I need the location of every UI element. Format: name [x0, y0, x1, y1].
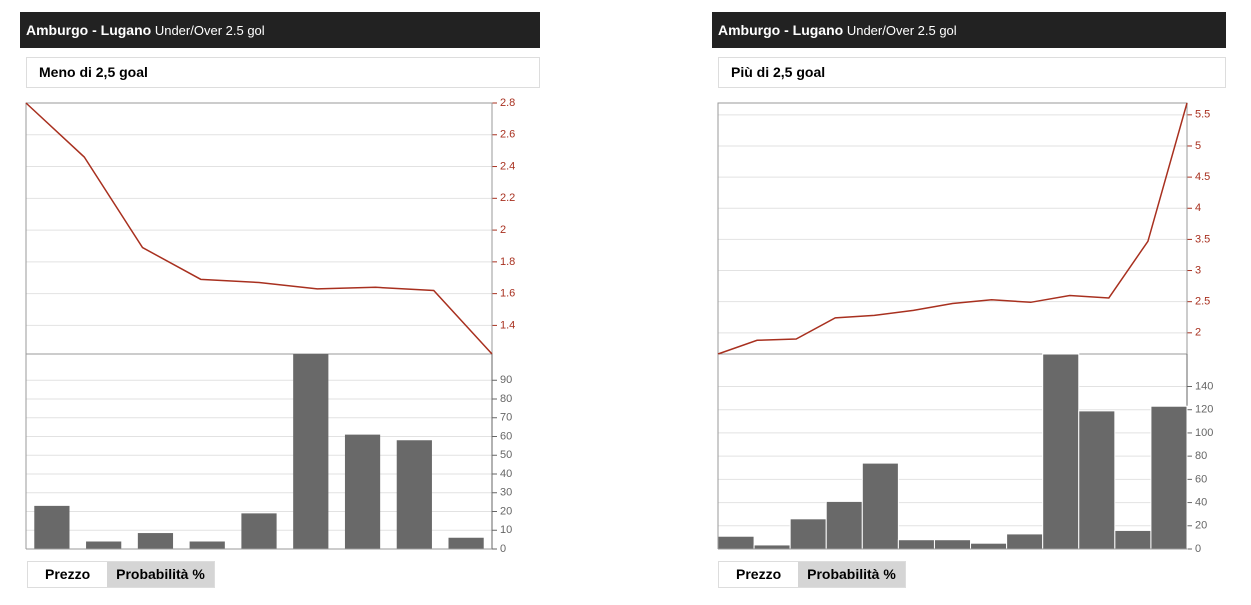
- selection: Meno di 2,5 goal: [26, 57, 540, 88]
- y-tick-label: 2.5: [1195, 296, 1210, 308]
- bar: [344, 434, 381, 549]
- y-tick-label: 10: [500, 524, 512, 536]
- bar: [34, 505, 70, 549]
- y-tick-label: 80: [500, 393, 512, 405]
- y-tick-label: 1.6: [500, 288, 515, 300]
- y-tick-label: 0: [1195, 543, 1201, 555]
- tab[interactable]: Probabilità %: [798, 562, 905, 587]
- line: [717, 102, 1188, 355]
- tab[interactable]: Prezzo: [45, 566, 91, 582]
- y-tick-label: 2.6: [500, 129, 515, 141]
- y-tick-label: 80: [1195, 450, 1207, 462]
- y-tick-label: 60: [500, 430, 512, 442]
- bar: [241, 513, 277, 549]
- plot-frame: [717, 102, 1188, 355]
- header: Amburgo - Lugano Under/Over 2.5 gol: [20, 12, 540, 48]
- y-tick-label: 1.8: [500, 256, 515, 268]
- y-tick-label: 4.5: [1195, 171, 1210, 183]
- y-tick-label: 40: [1195, 496, 1207, 508]
- y-tick-label: 3.5: [1195, 233, 1210, 245]
- y-tick-label: 100: [1195, 427, 1213, 439]
- y-tick-label: 2: [1195, 327, 1201, 339]
- bar: [448, 537, 484, 549]
- line: [25, 102, 493, 355]
- bar: [396, 440, 432, 549]
- tab[interactable]: Prezzo: [736, 566, 782, 582]
- y-tick-label: 70: [500, 412, 512, 424]
- bar: [1150, 405, 1188, 550]
- y-tick-label: 2: [500, 224, 506, 236]
- y-tick-label: 2.8: [500, 97, 515, 109]
- header-title: Amburgo - Lugano: [26, 22, 152, 38]
- y-tick-label: 3: [1195, 264, 1201, 276]
- bar: [753, 544, 791, 550]
- bar: [189, 541, 225, 549]
- y-tick-label: 40: [500, 468, 512, 480]
- y-tick-label: 20: [1195, 520, 1207, 532]
- y-tick-label: 30: [500, 487, 512, 499]
- tabs: Prezzo Probabilità %: [718, 561, 906, 588]
- y-tick-label: 140: [1195, 380, 1213, 392]
- header-subtitle: Under/Over 2.5 gol: [154, 23, 265, 38]
- bar: [897, 539, 935, 550]
- y-tick-label: 50: [500, 449, 512, 461]
- selection: Più di 2,5 goal: [718, 57, 1226, 88]
- bar: [86, 541, 122, 549]
- bar: [970, 542, 1008, 550]
- y-tick-label: 0: [500, 543, 506, 555]
- y-tick-label: 1.4: [500, 319, 515, 331]
- bar: [1078, 410, 1116, 550]
- header-title: Amburgo - Lugano: [718, 22, 844, 38]
- bar: [1042, 353, 1080, 550]
- tab[interactable]: Probabilità %: [107, 562, 214, 587]
- bar: [789, 518, 827, 550]
- bar: [1114, 529, 1152, 550]
- bar: [293, 354, 329, 549]
- bar: [1006, 533, 1044, 550]
- y-tick-label: 2.4: [500, 160, 515, 172]
- bar: [137, 533, 174, 549]
- tabs: Prezzo Probabilità %: [27, 561, 215, 588]
- header-subtitle: Under/Over 2.5 gol: [846, 23, 957, 38]
- y-tick-label: 20: [500, 505, 512, 517]
- header: Amburgo - Lugano Under/Over 2.5 gol: [712, 12, 1226, 48]
- y-tick-label: 90: [500, 374, 512, 386]
- bar: [825, 500, 863, 550]
- bar: [933, 539, 972, 550]
- plot-frame: [25, 102, 493, 355]
- y-tick-label: 4: [1195, 202, 1201, 214]
- y-tick-label: 60: [1195, 473, 1207, 485]
- y-tick-label: 5: [1195, 140, 1201, 152]
- y-tick-label: 2.2: [500, 192, 515, 204]
- bar: [861, 462, 899, 550]
- y-tick-label: 5.5: [1195, 109, 1210, 121]
- y-tick-label: 120: [1195, 404, 1213, 416]
- bar: [717, 535, 755, 550]
